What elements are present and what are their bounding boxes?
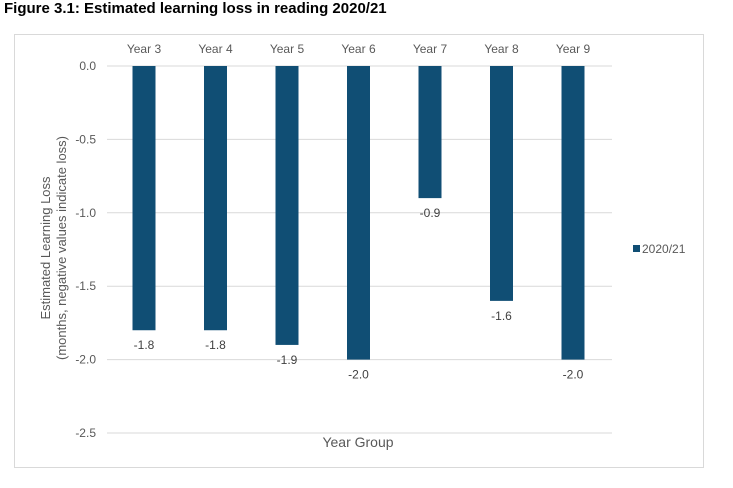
x-axis-category-labels: Year 3 Year 4 Year 5 Year 6 Year 7 Year 8 Year… (127, 42, 591, 56)
y-tick-label: -2.5 (75, 426, 96, 440)
data-label: -2.0 (348, 368, 369, 382)
x-tick-label: Year 5 (270, 42, 305, 56)
y-axis-ticks: 0.0 -0.5 -1.0 -1.5 -2.0 -2.5 (75, 59, 96, 440)
y-tick-label: -1.5 (75, 279, 96, 293)
bar (561, 66, 585, 360)
bar (418, 66, 442, 199)
bar (347, 66, 370, 360)
figure-title: Figure 3.1: Estimated learning loss in r… (4, 0, 387, 17)
chart-frame (14, 34, 704, 468)
x-tick-label: Year 9 (556, 42, 591, 56)
bar (204, 66, 227, 331)
legend-swatch (633, 245, 640, 252)
data-label: -1.6 (491, 309, 512, 323)
data-label: -1.8 (134, 338, 155, 352)
bar (275, 66, 299, 345)
bar (132, 66, 156, 331)
y-tick-label: -1.0 (75, 206, 96, 220)
legend: 2020/21 (633, 242, 686, 256)
x-tick-label: Year 6 (341, 42, 376, 56)
x-tick-label: Year 8 (484, 42, 519, 56)
x-axis-title: Year Group (322, 434, 393, 450)
bars (132, 66, 585, 360)
y-tick-label: -2.0 (75, 353, 96, 367)
legend-label: 2020/21 (642, 242, 686, 256)
data-label: -1.9 (277, 353, 298, 367)
bar (490, 66, 513, 301)
y-axis-title-line2: (months, negative values indicate loss) (54, 136, 69, 360)
data-labels: -1.8 -1.8 -1.9 -2.0 -0.9 -1.6 -2.0 (134, 206, 584, 381)
data-label: -0.9 (420, 206, 441, 220)
x-tick-label: Year 7 (413, 42, 448, 56)
y-axis-title-line1: Estimated Learning Loss (38, 176, 53, 320)
x-tick-label: Year 3 (127, 42, 162, 56)
y-tick-label: 0.0 (79, 59, 96, 73)
x-tick-label: Year 4 (198, 42, 233, 56)
data-label: -1.8 (205, 338, 226, 352)
data-label: -2.0 (563, 368, 584, 382)
y-tick-label: -0.5 (75, 132, 96, 146)
